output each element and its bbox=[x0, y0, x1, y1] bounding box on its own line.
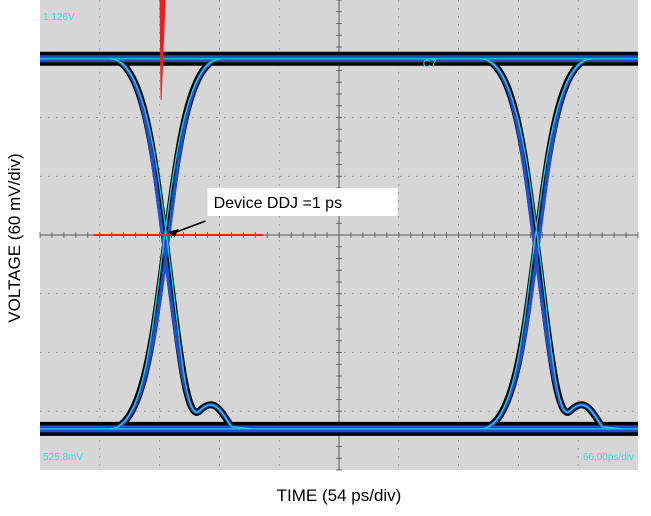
trigger-marker bbox=[159, 0, 166, 100]
annotation-arrow-line bbox=[173, 220, 206, 234]
hi-rising-edge bbox=[109, 58, 222, 430]
eye-traces bbox=[40, 51, 638, 436]
bottom-voltage-readout: 525.8mV bbox=[43, 452, 83, 463]
hi-rising-edge bbox=[480, 58, 593, 430]
annotations: Device DDJ =1 ps bbox=[93, 0, 398, 237]
annotation-label-background bbox=[207, 188, 398, 216]
ddj-annotation-label: Device DDJ =1 ps bbox=[214, 195, 343, 212]
hi-falling-edge bbox=[109, 58, 252, 430]
y-axis-label: VOLTAGE (60 mV/div) bbox=[5, 153, 24, 323]
x-axis-label: TIME (54 ps/div) bbox=[276, 486, 402, 505]
channel-label: C7 bbox=[423, 58, 437, 70]
timebase-readout: 66.00ps/div bbox=[583, 452, 634, 463]
top-voltage-readout: 1.126V bbox=[43, 12, 75, 23]
y-axis-label-box: VOLTAGE (60 mV/div) bbox=[0, 0, 30, 516]
annotation-arrowhead bbox=[167, 229, 179, 237]
hi-falling-edge bbox=[480, 58, 623, 430]
